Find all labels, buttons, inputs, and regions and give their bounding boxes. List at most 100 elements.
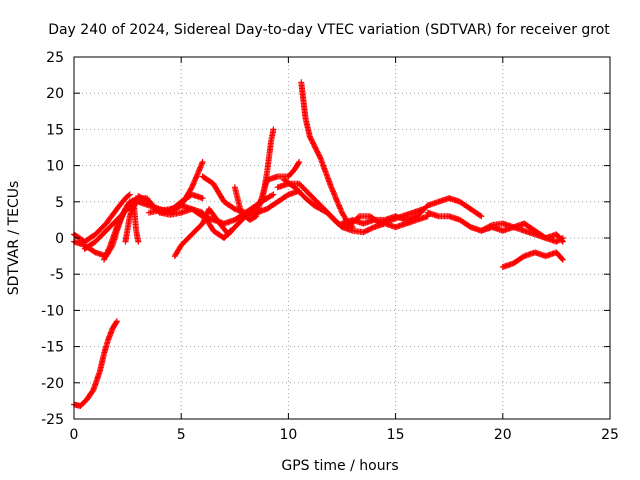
data-point-marker [456, 198, 473, 212]
y-tick-label: -5 [50, 267, 64, 283]
y-tick-label: 20 [46, 86, 64, 102]
series-track-4 [101, 191, 206, 263]
data-point-marker [199, 195, 206, 202]
data-point-marker [478, 222, 494, 234]
data-layer [71, 79, 566, 409]
data-point-marker [456, 216, 473, 230]
data-point-marker [360, 224, 376, 236]
data-point-marker [81, 232, 98, 245]
series-track-1 [71, 318, 120, 409]
y-tick-label: -25 [41, 412, 64, 428]
data-point-marker [532, 227, 548, 241]
data-point-marker [317, 155, 334, 189]
data-point-marker [291, 184, 308, 201]
data-point-marker [324, 209, 340, 226]
data-point-marker [264, 138, 274, 176]
data-point-marker [414, 203, 430, 220]
x-tick-label: 10 [279, 427, 297, 443]
x-tick-label: 5 [177, 427, 186, 443]
data-point-marker [435, 195, 451, 205]
chart-title: Day 240 of 2024, Sidereal Day-to-day VTE… [48, 22, 610, 38]
data-point-marker [274, 192, 291, 205]
data-point-marker [231, 184, 244, 215]
data-point-marker [264, 192, 276, 202]
data-point-marker [296, 158, 303, 165]
data-point-marker [221, 198, 237, 212]
data-point-marker [133, 227, 141, 244]
data-point-marker [113, 196, 128, 212]
data-point-marker [302, 115, 313, 139]
data-point-marker [311, 202, 329, 215]
data-point-marker [270, 191, 277, 198]
data-point-marker [96, 352, 107, 375]
data-point-marker [92, 228, 109, 245]
data-point-marker [246, 214, 258, 223]
data-point-marker [559, 256, 566, 263]
data-point-marker [285, 167, 297, 180]
data-point-marker [210, 180, 227, 204]
y-tick-label: 15 [46, 122, 64, 138]
data-point-marker [113, 318, 120, 325]
data-point-marker [188, 160, 205, 191]
data-point-marker [467, 206, 484, 219]
data-point-marker [101, 337, 111, 357]
data-point-marker [559, 235, 566, 241]
y-tick-label: -20 [41, 376, 64, 392]
x-tick-label: 15 [387, 427, 405, 443]
data-point-marker [225, 225, 237, 238]
data-point-marker [300, 97, 309, 120]
grid-layer [74, 57, 610, 419]
data-point-marker [113, 207, 130, 223]
data-point-marker [135, 193, 151, 205]
data-point-marker [81, 239, 98, 252]
data-point-marker [103, 218, 119, 234]
y-tick-label: -10 [41, 303, 64, 319]
x-tick-label: 20 [494, 427, 512, 443]
data-point-marker [135, 238, 142, 245]
data-point-marker [122, 192, 132, 202]
data-point-marker [306, 133, 323, 160]
data-point-marker [532, 249, 548, 259]
tick-layer: 0 5 10 15 20 25 -25 -20 -15 -10 -5 0 5 10 15 20 25 [41, 50, 619, 443]
data-point-marker [103, 207, 119, 227]
data-point-marker [171, 243, 184, 260]
data-point-marker [126, 191, 133, 198]
data-point-marker [101, 243, 113, 263]
data-point-marker [199, 173, 216, 186]
data-point-marker [253, 178, 270, 220]
data-point-marker [107, 225, 120, 249]
series-track-12 [298, 79, 356, 231]
data-point-marker [268, 128, 277, 144]
data-point-marker [553, 235, 565, 245]
x-axis-label: GPS time / hours [281, 458, 398, 474]
series-track-18 [499, 249, 566, 270]
data-point-marker [77, 397, 89, 409]
series-track-17 [478, 220, 566, 245]
y-tick-label: 0 [55, 231, 64, 247]
data-point-marker [264, 199, 280, 212]
y-tick-label: 5 [55, 195, 64, 211]
data-point-marker [109, 319, 120, 332]
y-tick-label: 25 [46, 50, 64, 66]
series-track-15 [339, 195, 485, 227]
data-point-marker [122, 214, 133, 245]
x-tick-label: 25 [601, 427, 619, 443]
data-point-marker [291, 160, 302, 173]
y-tick-label: 10 [46, 159, 64, 175]
y-axis-label: SDTVAR / TECUs [6, 181, 22, 296]
data-point-marker [302, 195, 317, 208]
x-tick-label: 0 [70, 427, 79, 443]
data-point-marker [124, 196, 141, 209]
data-point-marker [199, 207, 212, 227]
data-point-marker [206, 206, 222, 226]
data-point-marker [306, 191, 323, 208]
data-point-marker [298, 79, 307, 102]
data-point-marker [270, 126, 277, 133]
data-point-marker [83, 388, 96, 403]
series-track-11 [231, 158, 303, 223]
data-point-marker [90, 370, 103, 393]
data-point-marker [92, 221, 109, 238]
data-point-marker [178, 232, 194, 249]
data-point-marker [553, 249, 565, 262]
